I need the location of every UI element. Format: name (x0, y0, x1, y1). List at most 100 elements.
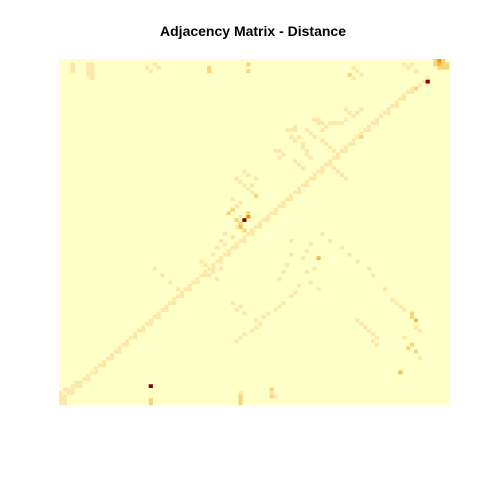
heatmap-cell (359, 72, 364, 77)
heatmap-cell (343, 117, 348, 122)
heatmap-cell (218, 256, 224, 260)
heatmap-cell (176, 294, 181, 299)
heatmap-cell (347, 110, 352, 115)
heatmap-cell (78, 380, 83, 385)
heatmap-cell (207, 65, 212, 70)
heatmap-cell (172, 297, 177, 302)
heatmap-cell (211, 270, 216, 274)
heatmap-cell (402, 308, 407, 312)
heatmap-cell (312, 117, 317, 122)
heatmap-cell (316, 256, 321, 260)
heatmap-cell (238, 335, 243, 340)
heatmap-cell (398, 304, 403, 309)
heatmap-cell (347, 142, 352, 146)
heatmap-cell (254, 318, 259, 323)
heatmap-cell (437, 62, 442, 67)
heatmap-cell (238, 394, 243, 399)
heatmap-cell (269, 394, 274, 399)
heatmap-cell (222, 242, 227, 247)
heatmap-cell (289, 197, 294, 202)
heatmap-cell (211, 252, 216, 257)
heatmap-cell (281, 301, 286, 305)
heatmap-cell (242, 218, 247, 222)
heatmap-cell (351, 142, 356, 146)
heatmap-cell (293, 290, 298, 295)
heatmap-cell (289, 135, 294, 139)
heatmap-cell (339, 148, 344, 153)
heatmap-cell (230, 235, 235, 240)
heatmap-cell (355, 135, 360, 139)
heatmap-cell (218, 238, 224, 243)
heatmap-cell (296, 135, 302, 139)
heatmap-cell (74, 384, 79, 388)
heatmap-cell (413, 69, 419, 74)
heatmap-cell (230, 301, 235, 305)
heatmap-cell (62, 401, 68, 406)
heatmap-cell (242, 332, 247, 337)
heatmap-cell (355, 318, 360, 323)
heatmap-cell (246, 211, 251, 215)
heatmap-cell (308, 155, 313, 160)
heatmap-cell (378, 114, 383, 119)
heatmap-cell (277, 276, 282, 281)
heatmap-cell (437, 59, 442, 63)
heatmap-cell (179, 290, 185, 295)
heatmap-cell (328, 121, 333, 126)
heatmap-cell (238, 401, 243, 406)
heatmap-cell (296, 187, 302, 191)
heatmap-cell (70, 69, 75, 74)
heatmap-cell (300, 145, 305, 150)
heatmap-cell (390, 103, 395, 108)
heatmap-cell (203, 270, 208, 274)
heatmap-cell (433, 62, 438, 67)
heatmap-cell (211, 263, 216, 267)
heatmap-cell (328, 145, 333, 150)
heatmap-cell (413, 325, 419, 330)
heatmap-cell (355, 69, 360, 74)
heatmap-cell (410, 86, 415, 91)
heatmap-cell (406, 65, 411, 70)
heatmap-cell (441, 65, 446, 70)
heatmap-cell (413, 86, 419, 91)
heatmap-cell (207, 266, 212, 271)
heatmap-cell (367, 124, 372, 129)
heatmap-cell (324, 124, 329, 129)
heatmap-cell (320, 138, 325, 143)
heatmap-cell (242, 235, 247, 240)
heatmap-cell (86, 69, 91, 74)
heatmap-cell (226, 211, 231, 215)
heatmap-cell (367, 266, 372, 271)
heatmap-cell (183, 287, 188, 292)
heatmap-cell (148, 318, 153, 323)
heatmap-cell (328, 159, 333, 164)
heatmap-cell (281, 204, 286, 209)
heatmap-cell (238, 221, 243, 226)
heatmap-cell (238, 180, 243, 184)
heatmap-cell (261, 218, 266, 222)
heatmap-cell (406, 346, 411, 350)
heatmap-cell (320, 128, 325, 132)
heatmap-cell (332, 166, 337, 171)
heatmap-cell (324, 162, 329, 167)
heatmap-cell (250, 183, 255, 188)
heatmap-cell (98, 363, 103, 368)
heatmap-cell (176, 287, 181, 292)
heatmap-cell (332, 155, 337, 160)
heatmap-cell (386, 107, 391, 112)
heatmap-cell (242, 311, 247, 316)
heatmap-cell (343, 148, 348, 153)
heatmap-cell (410, 62, 415, 67)
heatmap-cell (203, 263, 208, 267)
heatmap-cell (339, 245, 344, 250)
heatmap-cell (222, 252, 227, 257)
heatmap-cell (156, 315, 161, 319)
heatmap-cell (335, 121, 341, 126)
heatmap-cell (293, 124, 298, 129)
heatmap-cell (343, 145, 348, 150)
heatmap-cell (257, 321, 263, 326)
heatmap-cell (374, 342, 380, 347)
heatmap-cell (402, 97, 407, 101)
heatmap-cell (187, 287, 192, 292)
heatmap-cell (374, 121, 380, 126)
heatmap-cell (140, 325, 146, 330)
